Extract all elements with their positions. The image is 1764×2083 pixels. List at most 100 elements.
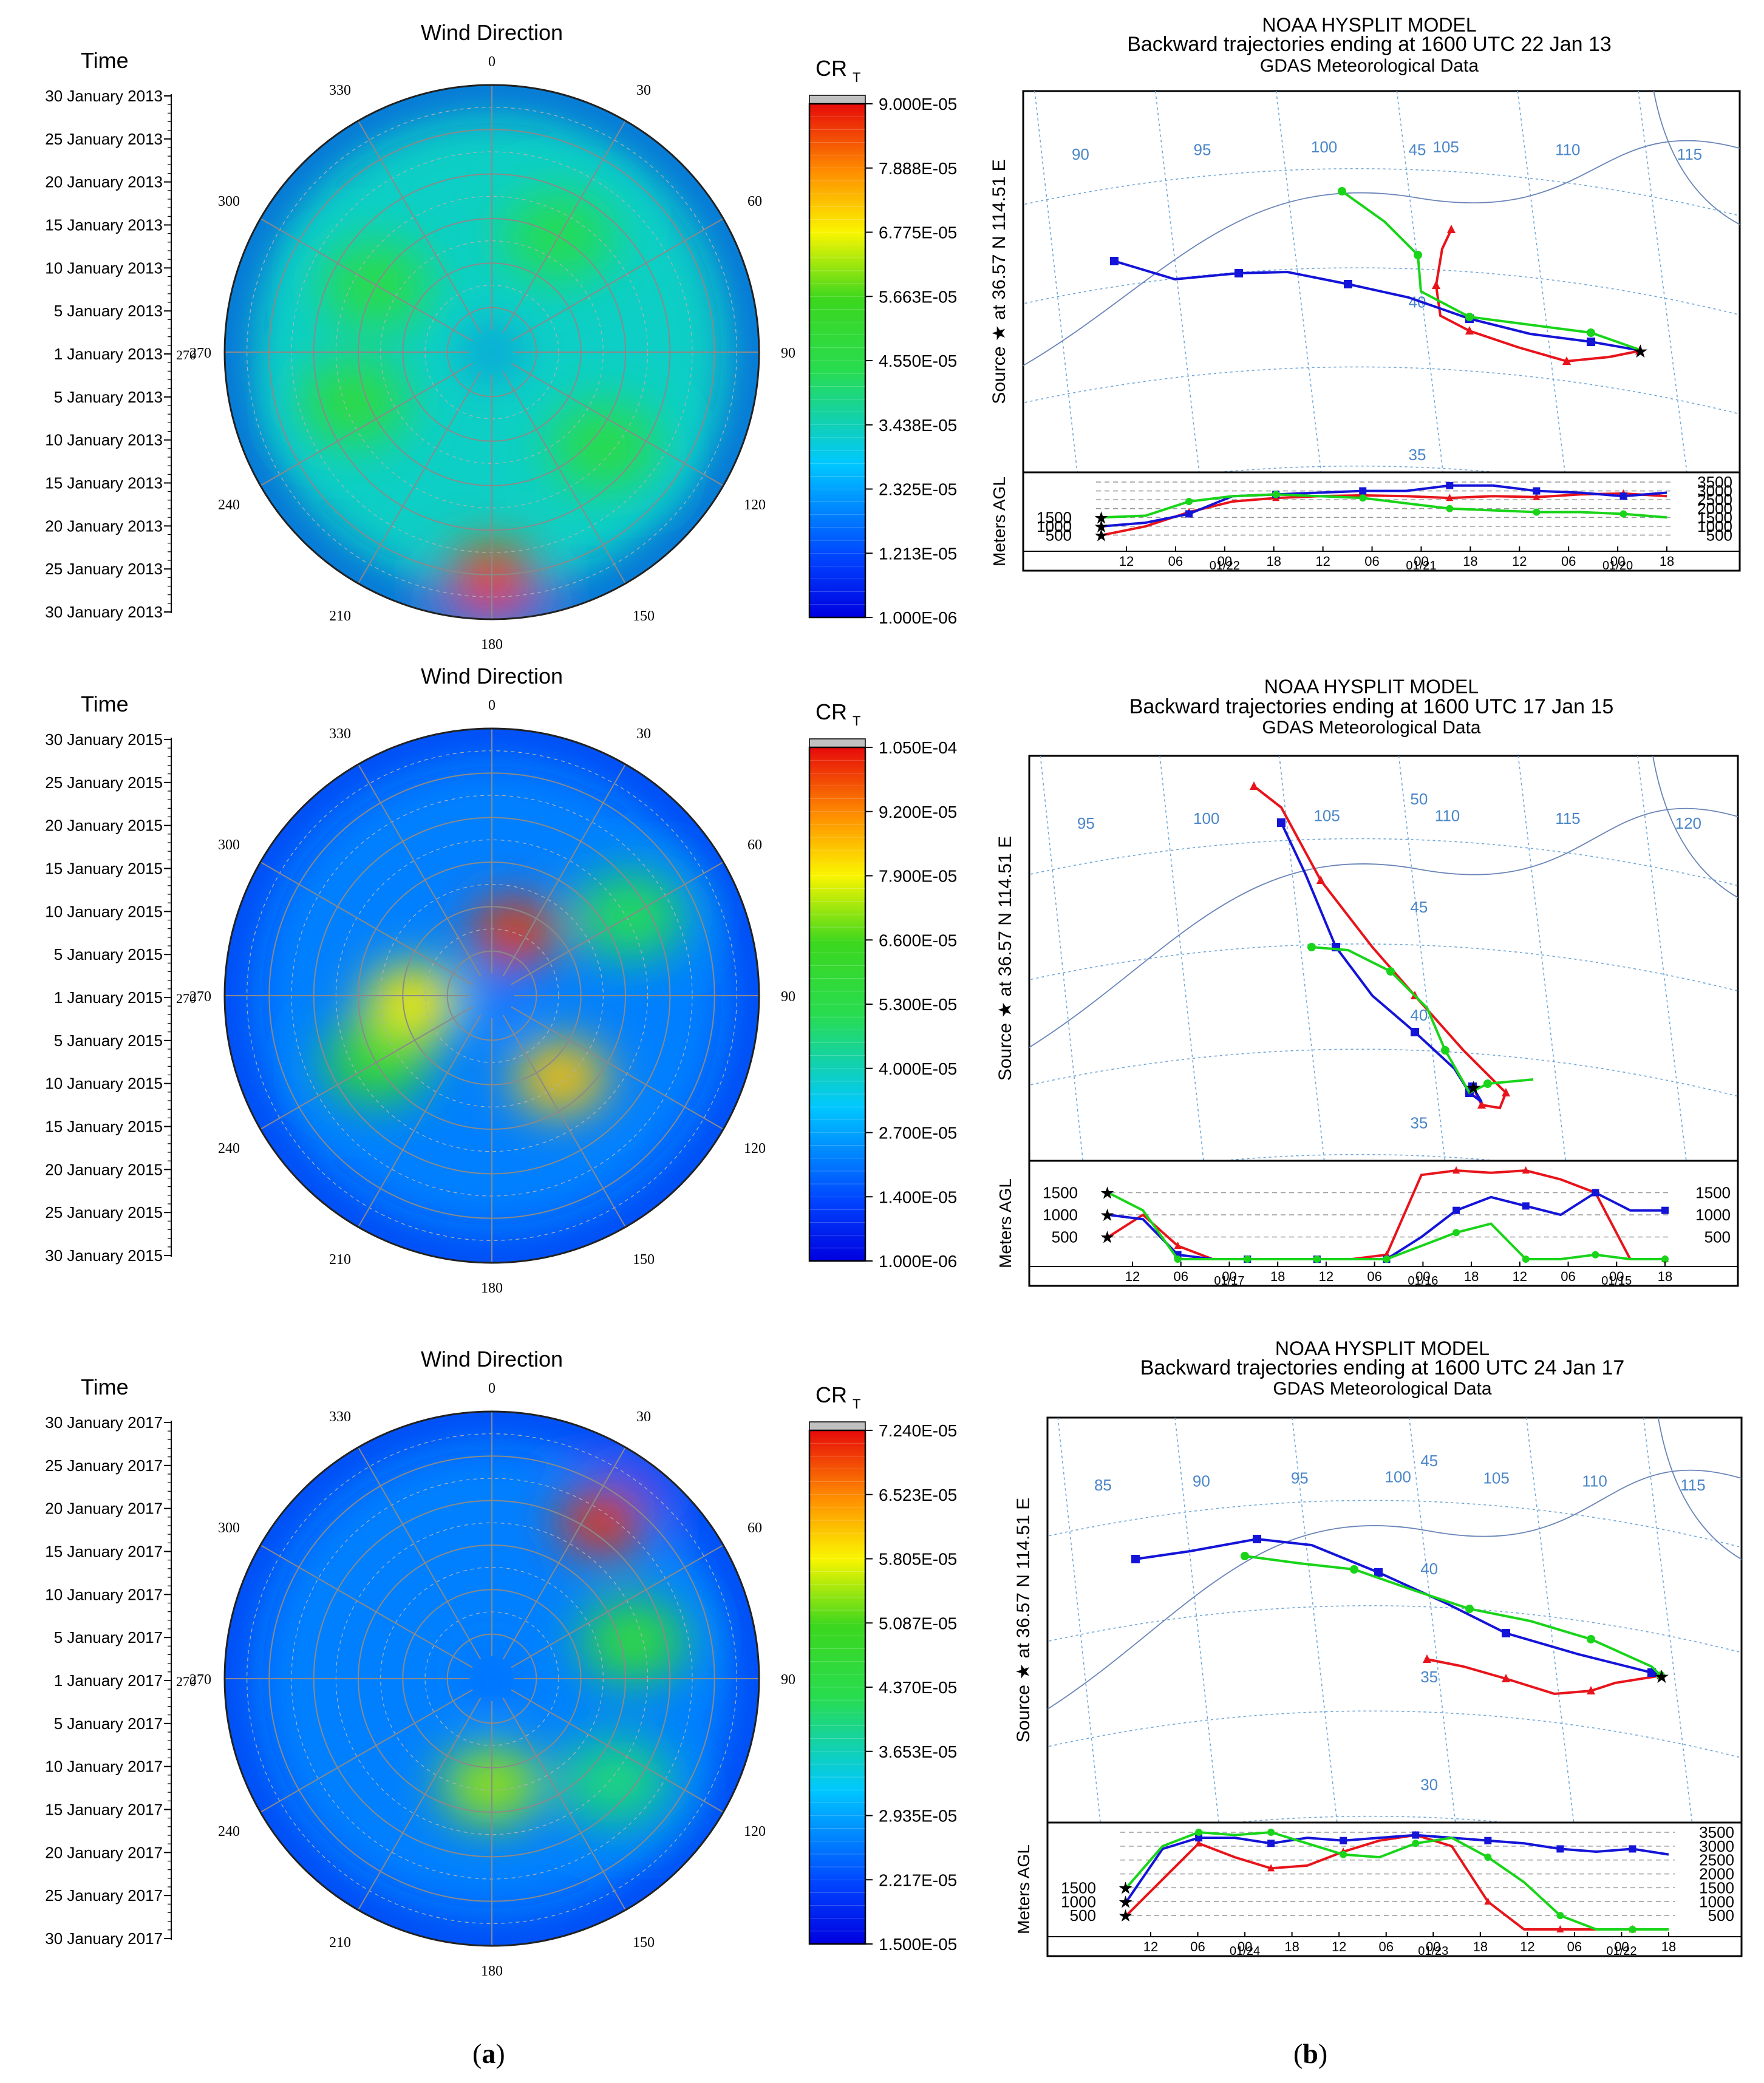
trajectory-marker [1502, 1629, 1510, 1637]
time-tick-label: 06 [1367, 1269, 1381, 1284]
height-marker [1244, 1256, 1251, 1263]
height-start-star: ★ [1100, 1206, 1115, 1225]
colorbar-cap [809, 738, 866, 748]
date-tick-label: 01/21 [1406, 559, 1436, 573]
height-tick-label-right: 2000 [1699, 1865, 1734, 1883]
height-marker [1174, 1256, 1182, 1263]
time-tick-label: 00 [1609, 1269, 1624, 1284]
time-tick-label: 10 January 2017 [45, 1758, 163, 1776]
time-tick-label: 00 [1222, 1269, 1236, 1284]
angle-label: 30 [636, 83, 651, 98]
angle-label: 240 [218, 497, 240, 513]
polar-spoke [511, 1689, 724, 1813]
height-marker [1661, 1256, 1669, 1263]
colorbar-tick-label: 1.050E-04 [879, 738, 957, 757]
date-tick-label: 01/23 [1418, 1945, 1448, 1958]
polar-spoke [358, 1697, 482, 1911]
time-tick-label: 18 [1270, 1269, 1285, 1284]
angle-label: 0 [488, 1381, 495, 1396]
map-coast [1657, 1418, 1742, 1560]
map-latitude-label: 35 [1420, 1668, 1438, 1686]
colorbar-tick-label: 2.700E-05 [879, 1124, 957, 1143]
height-marker [1174, 1242, 1182, 1249]
time-tick-label: 00 [1426, 1939, 1440, 1954]
angle-label: 150 [633, 1252, 655, 1268]
angle-label: 240 [218, 1824, 240, 1840]
meters-agl-label: Meters AGL [1014, 1844, 1033, 1934]
polar-outline [223, 84, 760, 620]
polar-spoke [511, 362, 724, 486]
height-marker [1484, 1897, 1492, 1905]
height-marker [1533, 492, 1541, 500]
map-longitude-line [1757, 756, 1764, 1161]
polar-spoke [511, 1006, 724, 1130]
map-latitude-line [1029, 943, 1738, 992]
trajectory-marker [1338, 187, 1346, 195]
height-start-star: ★ [1100, 1184, 1115, 1203]
time-tick-label: 5 January 2015 [54, 945, 163, 963]
polar-spoke [260, 362, 473, 486]
height-marker [1272, 491, 1280, 498]
time-tick-label: 5 January 2013 [54, 388, 163, 406]
colorbar-tick-label: 7.240E-05 [879, 1421, 957, 1440]
polar-centre [474, 334, 510, 370]
map-longitude-line [1292, 1418, 1338, 1823]
time-tick-label: 12 [1119, 554, 1134, 569]
time-tick-label: 06 [1378, 1939, 1393, 1954]
polar-spoke [260, 861, 473, 985]
height-marker [1522, 1166, 1530, 1174]
height-marker [1661, 1206, 1669, 1214]
colorbar-tick-label: 3.653E-05 [879, 1742, 957, 1761]
trajectory-path-green [1341, 190, 1640, 351]
trajectory-marker [1110, 257, 1119, 265]
trajectory-marker [1131, 1555, 1140, 1563]
time-tick-label: 20 January 2015 [45, 1160, 163, 1178]
time-tick-label: 06 [1173, 1269, 1188, 1284]
height-marker [1592, 1251, 1599, 1259]
trajectory-marker [1587, 328, 1595, 337]
polar-spoke [260, 1006, 473, 1130]
time-tick-label: 12 [1125, 1269, 1140, 1284]
height-tick-label-right: 2500 [1699, 1851, 1734, 1869]
polar-panel-2013: Wind Direction 0 30 60 90 120 150 180 210 240 270 3… [45, 20, 957, 653]
colorbar-tick-label: 3.438E-05 [879, 416, 957, 435]
map-longitude-label: 115 [1555, 809, 1580, 827]
angle-label: 330 [329, 1409, 351, 1425]
height-series-red [1125, 1833, 1669, 1931]
trajectory-marker [1647, 1668, 1656, 1677]
colorbar-tick-label: 9.200E-05 [879, 803, 957, 821]
height-tick-label-left: 500 [1070, 1906, 1096, 1925]
polar-spoke [260, 1689, 473, 1813]
map-latitude-label: 40 [1420, 1560, 1438, 1578]
map-longitude-label: 105 [1483, 1469, 1509, 1487]
height-tick-label-right: 1000 [1697, 517, 1732, 535]
hysplit-gdas-title: GDAS Meteorological Data [1260, 56, 1479, 76]
colorbar [808, 1429, 867, 1945]
polar-outline [223, 1410, 760, 1947]
map-latitude-label: 45 [1409, 140, 1426, 158]
trajectory-marker [1374, 1568, 1383, 1577]
angle-label: 30 [636, 1409, 651, 1425]
height-marker [1619, 492, 1627, 500]
trajectory-marker [1234, 269, 1243, 277]
time-tick-label: 15 January 2013 [45, 474, 163, 492]
height-marker [1533, 487, 1541, 495]
colorbar-tick-label: 7.888E-05 [879, 159, 957, 178]
source-star: ★ [1632, 342, 1649, 362]
polar-centre [474, 1660, 510, 1697]
polar-spoke [358, 1447, 482, 1660]
map-longitude-line [1155, 91, 1200, 472]
colorbar-tick-label: 7.900E-05 [879, 867, 957, 886]
colorbar-tick-label: 6.775E-05 [879, 223, 957, 242]
height-tick-label-right: 3500 [1697, 473, 1732, 491]
height-marker [1619, 510, 1627, 518]
polar-panel-2017: Wind Direction 0 30 60 90 120 150 180 210 240 270 3… [45, 1347, 957, 1979]
source-location-label: Source ★ at 36.57 N 114.51 E [989, 159, 1009, 404]
height-start-star: ★ [1118, 1878, 1133, 1897]
time-tick-label: 18 [1463, 554, 1477, 569]
trajectory-marker [1483, 1079, 1492, 1088]
height-marker [1522, 1202, 1530, 1210]
height-marker [1412, 1840, 1420, 1847]
map-longitude-line [1638, 91, 1687, 472]
